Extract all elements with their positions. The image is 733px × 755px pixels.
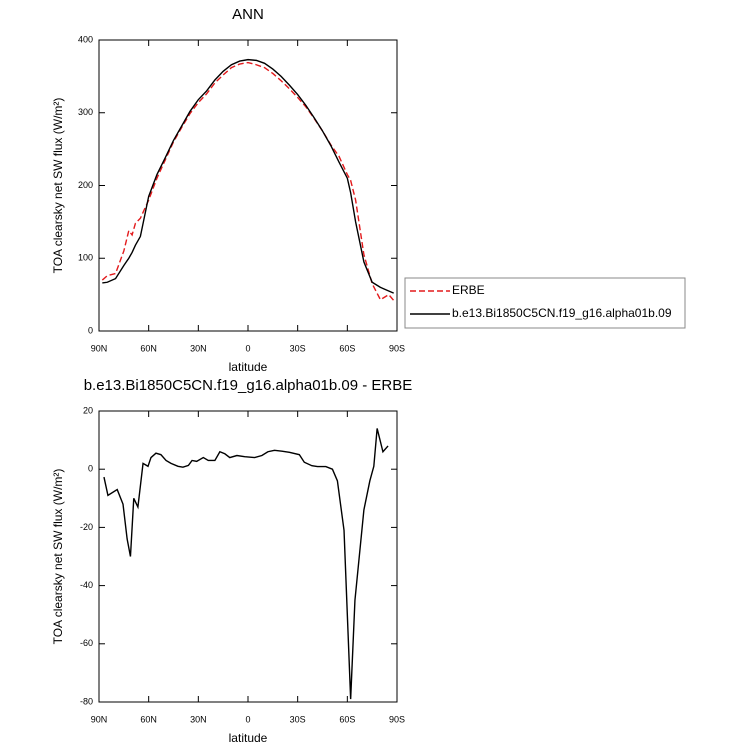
x-tick-label: 60N: [140, 343, 157, 353]
y-tick-label: -40: [80, 580, 93, 590]
x-tick-label: 30S: [290, 343, 306, 353]
x-tick-label: 90N: [91, 714, 108, 724]
x-tick-label: 90N: [91, 343, 108, 353]
x-tick-label: 0: [245, 714, 250, 724]
legend-label: ERBE: [452, 283, 485, 297]
plot-frame: [98, 39, 398, 332]
data-line: [103, 428, 389, 700]
y-tick-label: 300: [78, 107, 93, 117]
y-tick-label: 0: [88, 325, 93, 335]
data-line: [102, 58, 394, 294]
y-tick-label: -80: [80, 696, 93, 706]
data-line: [101, 61, 395, 301]
x-tick-label: 0: [245, 343, 250, 353]
chart-title: ANN: [232, 6, 264, 23]
y-axis-label: TOA clearsky net SW flux (W/m²): [51, 98, 65, 274]
legend-label: b.e13.Bi1850C5CN.f19_g16.alpha01b.09: [452, 306, 672, 320]
y-tick-label: -60: [80, 638, 93, 648]
x-tick-label: 30N: [190, 714, 207, 724]
plot-frame: [98, 410, 398, 703]
y-tick-label: 0: [88, 464, 93, 474]
x-tick-label: 30N: [190, 343, 207, 353]
y-tick-label: -20: [80, 522, 93, 532]
x-tick-label: 90S: [389, 343, 405, 353]
x-tick-label: 60S: [339, 343, 355, 353]
x-axis-label: latitude: [229, 731, 268, 745]
legend-box: [404, 277, 686, 329]
x-tick-label: 90S: [389, 714, 405, 724]
x-tick-label: 60N: [140, 714, 157, 724]
chart-title: b.e13.Bi1850C5CN.f19_g16.alpha01b.09 - E…: [84, 377, 413, 394]
x-tick-label: 30S: [290, 714, 306, 724]
y-axis-label: TOA clearsky net SW flux (W/m²): [51, 469, 65, 645]
y-tick-label: 400: [78, 34, 93, 44]
x-axis-label: latitude: [229, 360, 268, 374]
y-tick-label: 200: [78, 180, 93, 190]
x-tick-label: 60S: [339, 714, 355, 724]
y-tick-label: 20: [83, 405, 93, 415]
y-tick-label: 100: [78, 253, 93, 263]
